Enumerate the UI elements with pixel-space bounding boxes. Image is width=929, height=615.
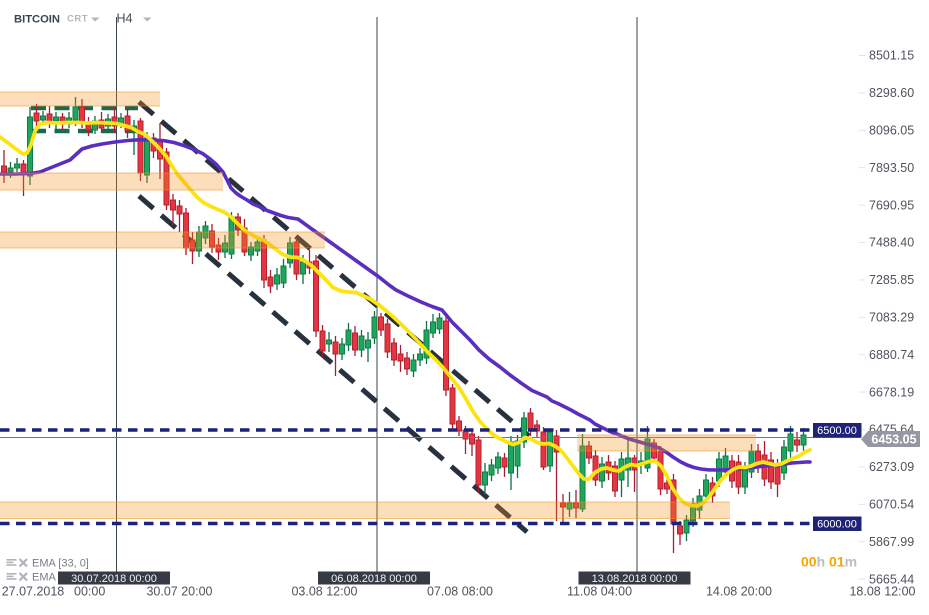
svg-text:7893.50: 7893.50 (869, 161, 914, 175)
svg-text:03.08 12:00: 03.08 12:00 (291, 585, 357, 599)
svg-text:5867.99: 5867.99 (869, 535, 914, 549)
svg-text:14.08 20:00: 14.08 20:00 (706, 585, 772, 599)
svg-text:CRT: CRT (67, 14, 88, 25)
svg-text:7083.29: 7083.29 (869, 311, 914, 325)
svg-text:6500.00: 6500.00 (817, 425, 857, 437)
svg-text:07.08 08:00: 07.08 08:00 (427, 585, 493, 599)
svg-text:13.08.2018 00:00: 13.08.2018 00:00 (592, 573, 678, 585)
svg-text:30.07.2018 00:00: 30.07.2018 00:00 (71, 573, 157, 585)
svg-text:EMA [33, 0]: EMA [33, 0] (32, 558, 89, 570)
svg-text:06.08.2018 00:00: 06.08.2018 00:00 (331, 573, 417, 585)
svg-text:7488.40: 7488.40 (869, 236, 914, 250)
svg-text:30.07 20:00: 30.07 20:00 (146, 585, 212, 599)
svg-text:7285.85: 7285.85 (869, 273, 914, 287)
svg-text:5665.44: 5665.44 (869, 572, 914, 586)
svg-text:6678.19: 6678.19 (869, 385, 914, 399)
svg-text:6000.00: 6000.00 (817, 519, 857, 531)
svg-text:27.07.2018 00:00: 27.07.2018 00:00 (2, 585, 106, 599)
svg-text:EMA: EMA (32, 572, 57, 584)
svg-text:6070.54: 6070.54 (869, 498, 914, 512)
svg-text:8501.15: 8501.15 (869, 49, 914, 63)
svg-text:BITCOIN: BITCOIN (14, 14, 60, 26)
svg-text:11.08 04:00: 11.08 04:00 (567, 585, 632, 599)
svg-text:6453.05: 6453.05 (871, 433, 916, 447)
svg-text:6880.74: 6880.74 (869, 348, 914, 362)
svg-text:H4: H4 (117, 12, 133, 26)
svg-text:8096.05: 8096.05 (869, 124, 914, 138)
svg-text:00h 01m: 00h 01m (801, 554, 857, 570)
svg-text:6273.09: 6273.09 (869, 460, 914, 474)
svg-text:18.08 12:00: 18.08 12:00 (849, 585, 915, 599)
svg-text:7690.95: 7690.95 (869, 198, 914, 212)
svg-text:8298.60: 8298.60 (869, 86, 914, 100)
